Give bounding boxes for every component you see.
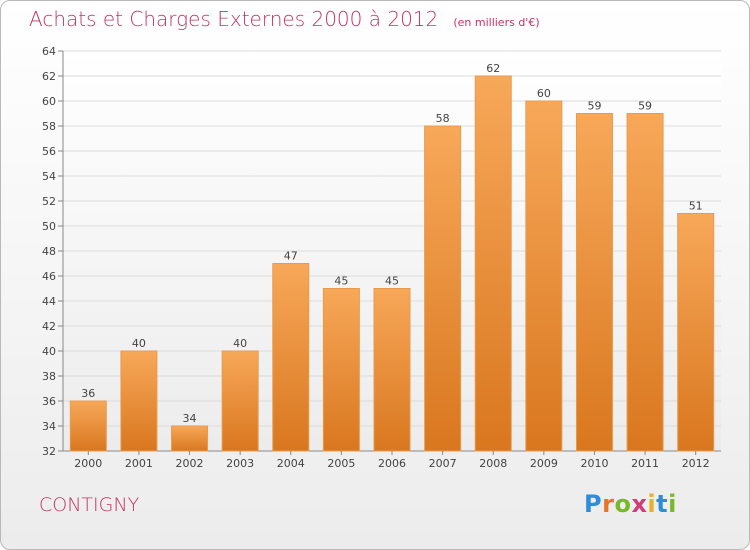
bar bbox=[272, 263, 310, 452]
bar-value-label: 59 bbox=[587, 100, 601, 113]
bar bbox=[525, 100, 563, 452]
y-tick-label: 58 bbox=[42, 120, 56, 133]
x-tick-label: 2000 bbox=[74, 457, 102, 470]
bar-value-label: 51 bbox=[689, 200, 703, 213]
bar-value-label: 62 bbox=[486, 62, 500, 75]
bar bbox=[69, 400, 107, 452]
bar bbox=[474, 75, 512, 452]
y-tick-label: 44 bbox=[42, 295, 56, 308]
x-tick-label: 2006 bbox=[378, 457, 406, 470]
x-tick-label: 2010 bbox=[580, 457, 608, 470]
bar-value-label: 34 bbox=[183, 412, 197, 425]
place-name: CONTIGNY bbox=[39, 494, 140, 516]
x-tick-label: 2007 bbox=[429, 457, 457, 470]
y-tick-label: 62 bbox=[42, 70, 56, 83]
y-tick-label: 50 bbox=[42, 220, 56, 233]
bar-value-label: 45 bbox=[334, 275, 348, 288]
x-tick-label: 2001 bbox=[125, 457, 153, 470]
bar bbox=[373, 288, 411, 452]
bar bbox=[424, 125, 462, 452]
bar-value-label: 59 bbox=[638, 100, 652, 113]
x-tick-label: 2002 bbox=[176, 457, 204, 470]
x-tick-label: 2008 bbox=[479, 457, 507, 470]
chart-subtitle: (en milliers d'€) bbox=[453, 16, 540, 29]
y-tick-label: 34 bbox=[42, 420, 56, 433]
bar bbox=[171, 425, 209, 452]
bar-value-label: 60 bbox=[537, 87, 551, 100]
y-tick-label: 52 bbox=[42, 195, 56, 208]
x-tick-label: 2012 bbox=[682, 457, 710, 470]
y-tick-label: 38 bbox=[42, 370, 56, 383]
bar-value-label: 40 bbox=[233, 337, 247, 350]
chart-title-block: Achats et Charges Externes 2000 à 2012 (… bbox=[29, 7, 540, 31]
x-tick-label: 2009 bbox=[530, 457, 558, 470]
bar-value-label: 36 bbox=[81, 387, 95, 400]
x-tick-label: 2004 bbox=[277, 457, 305, 470]
y-tick-label: 60 bbox=[42, 95, 56, 108]
y-tick-label: 56 bbox=[42, 145, 56, 158]
bar bbox=[120, 350, 158, 452]
x-tick-label: 2011 bbox=[631, 457, 659, 470]
bar bbox=[322, 288, 360, 452]
bar bbox=[626, 113, 664, 452]
bar-value-label: 58 bbox=[436, 112, 450, 125]
y-tick-label: 46 bbox=[42, 270, 56, 283]
y-tick-label: 48 bbox=[42, 245, 56, 258]
bar-value-label: 47 bbox=[284, 250, 298, 263]
bar bbox=[221, 350, 259, 452]
bar-value-label: 45 bbox=[385, 275, 399, 288]
y-tick-label: 40 bbox=[42, 345, 56, 358]
y-tick-label: 42 bbox=[42, 320, 56, 333]
y-tick-label: 36 bbox=[42, 395, 56, 408]
chart-title: Achats et Charges Externes 2000 à 2012 bbox=[29, 7, 439, 31]
y-tick-label: 32 bbox=[42, 445, 56, 458]
x-tick-label: 2005 bbox=[327, 457, 355, 470]
proxiti-logo: Proxiti bbox=[584, 490, 677, 518]
x-tick-label: 2003 bbox=[226, 457, 254, 470]
y-tick-label: 64 bbox=[42, 45, 56, 58]
bar bbox=[575, 113, 613, 452]
bar-value-label: 40 bbox=[132, 337, 146, 350]
bar bbox=[677, 213, 715, 452]
y-tick-label: 54 bbox=[42, 170, 56, 183]
